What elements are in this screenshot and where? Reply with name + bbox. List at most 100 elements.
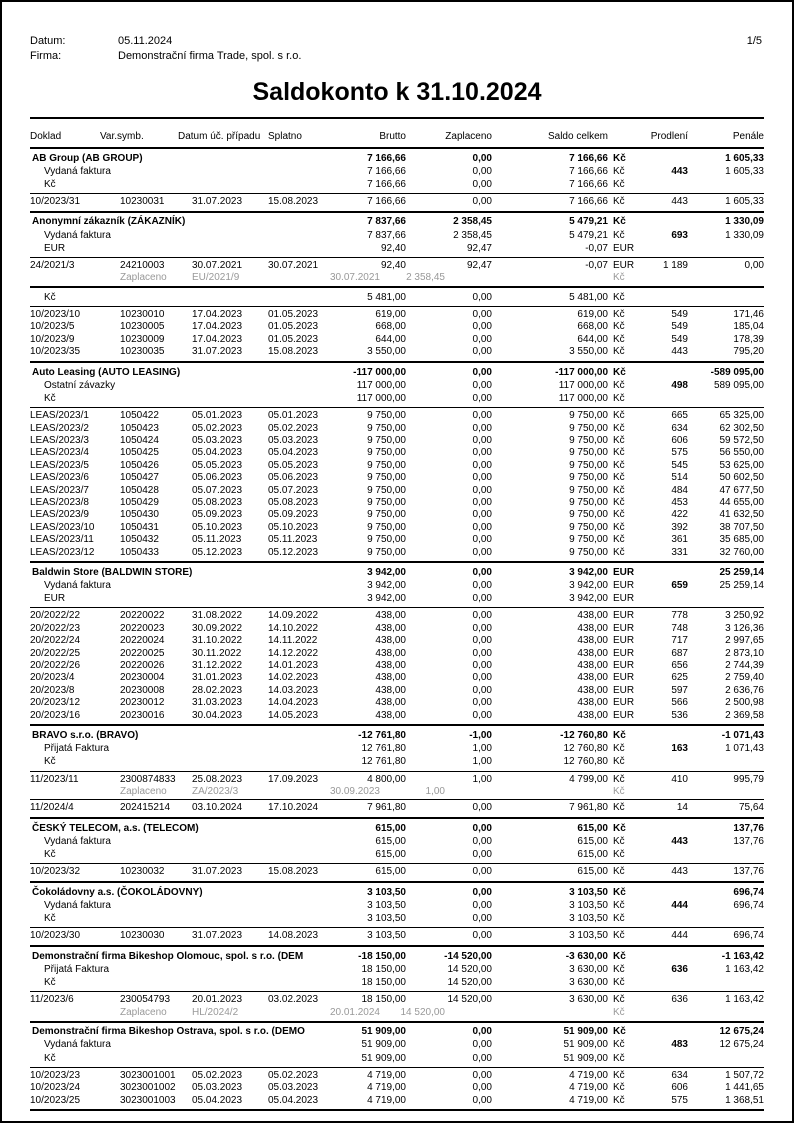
payment-date: 30.07.2021 (329, 272, 380, 284)
cell-saldo: 668,00 (577, 321, 608, 333)
cell-penale: 696,74 (733, 886, 764, 898)
cell-doklad: 11/2023/6 (30, 994, 74, 1006)
cell-doklad: LEAS/2023/6 (30, 472, 89, 484)
row-label: Ostatní závazky (44, 379, 116, 391)
cell-splatno: 15.08.2023 (268, 196, 319, 208)
cell-prodleni: 606 (671, 435, 688, 446)
cell-varsymb: 10230009 (120, 333, 165, 345)
section-divider (30, 561, 764, 564)
group-summary-row: AB Group (AB GROUP) 7 166,66 0,00 7 166,66 K… (30, 152, 764, 165)
cell-prodleni (642, 950, 688, 963)
cell-penale: -1 163,42 (721, 950, 764, 962)
cell-zaplaceno: 0,00 (472, 321, 492, 333)
cell-datum: 31.07.2023 (192, 930, 243, 942)
cell-zaplaceno: 0,00 (472, 635, 492, 647)
cell-prodleni (642, 242, 688, 255)
currency-summary-row: EUR 92,40 92,47 -0,07 EUR (30, 242, 764, 255)
cell-currency: EUR (613, 684, 635, 696)
cell-splatno: 01.05.2023 (268, 333, 319, 345)
document-row: LEAS/2023/2 1050423 05.02.2023 05.02.2023 9 … (30, 423, 764, 435)
cell-zaplaceno: 2 358,45 (453, 216, 492, 228)
cell-penale (688, 1052, 764, 1065)
cell-penale: 2 744,39 (725, 660, 764, 672)
payment-row: Zaplaceno HL/2024/2 20.01.2024 14 520,00 Kč (30, 1007, 764, 1019)
cell-zaplaceno: 0,00 (472, 410, 492, 422)
cell-brutto: 7 961,80 (367, 802, 406, 814)
cell-saldo: 4 719,00 (569, 1069, 608, 1081)
cell-doklad: 20/2022/25 (30, 647, 81, 659)
partner-section: Demonstrační firma Bikeshop Ostrava, spo… (30, 1025, 764, 1107)
cell-prodleni: 545 (671, 459, 688, 471)
cell-penale: 50 602,50 (719, 472, 765, 484)
cell-brutto: 9 750,00 (367, 447, 406, 459)
cell-prodleni: 636 (671, 963, 688, 975)
document-row: 24/2021/3 24210003 30.07.2021 30.07.2021 92,… (30, 260, 764, 272)
cell-splatno: 05.04.2023 (268, 1094, 319, 1106)
cell-doklad: 10/2023/9 (30, 333, 75, 345)
cell-doklad: 20/2023/8 (30, 684, 75, 696)
cell-varsymb: 1050428 (120, 484, 159, 496)
document-row: 11/2023/11 2300874833 25.08.2023 17.09.2023… (30, 774, 764, 786)
cell-currency: EUR (613, 610, 635, 622)
cell-varsymb: 3023001003 (120, 1094, 176, 1106)
cell-varsymb: 24210003 (120, 260, 165, 272)
document-row: 20/2023/16 20230016 30.04.2023 14.05.2023 43… (30, 710, 764, 722)
cell-prodleni: 453 (671, 496, 688, 508)
cell-varsymb: 1050422 (120, 410, 159, 422)
cell-zaplaceno: 0,00 (472, 196, 492, 208)
cell-brutto: 3 942,00 (367, 580, 406, 592)
document-row: 20/2022/24 20220024 31.10.2022 14.11.2022 43… (30, 635, 764, 647)
cell-currency: Kč (613, 321, 625, 333)
partner-name: Baldwin Store (BALDWIN STORE) (32, 566, 193, 578)
document-row: 20/2022/23 20220023 30.09.2022 14.10.2022 43… (30, 623, 764, 635)
cell-brutto: 438,00 (375, 697, 406, 709)
cell-zaplaceno: 1,00 (472, 756, 492, 768)
cell-doklad: LEAS/2023/10 (30, 521, 95, 533)
cell-splatno: 03.02.2023 (268, 994, 319, 1006)
cell-zaplaceno: 0,00 (472, 913, 492, 925)
cell-saldo: 12 760,80 (563, 756, 609, 768)
row-label: Kč (44, 291, 56, 303)
row-label: Kč (44, 977, 56, 989)
cell-saldo: 438,00 (577, 672, 608, 684)
cell-brutto: 9 750,00 (367, 435, 406, 446)
cell-saldo: 3 103,50 (569, 913, 608, 925)
group-summary-row: Auto Leasing (AUTO LEASING) -117 000,00 0,… (30, 366, 764, 379)
cell-prodleni: 634 (671, 422, 688, 434)
cell-varsymb: 202415214 (120, 802, 171, 814)
document-row: LEAS/2023/6 1050427 05.06.2023 05.06.2023 9 … (30, 472, 764, 484)
cell-penale: 12 675,24 (719, 1039, 765, 1051)
cell-currency: Kč (613, 196, 625, 208)
partner-section: ČESKÝ TELECOM, a.s. (TELECOM) 615,00 0,00 6… (30, 822, 764, 879)
cell-zaplaceno: 0,00 (472, 849, 492, 861)
cell-brutto: 3 550,00 (367, 346, 406, 358)
cell-zaplaceno: 0,00 (472, 1094, 492, 1106)
section-divider (30, 817, 764, 820)
cell-brutto: 9 750,00 (367, 410, 406, 422)
cell-varsymb: 20220023 (120, 622, 165, 634)
cell-doklad: LEAS/2023/9 (30, 509, 89, 521)
cell-saldo: 3 103,50 (569, 899, 608, 911)
cell-saldo: 7 166,66 (569, 165, 608, 177)
row-label: Přijatá Faktura (44, 963, 110, 975)
column-header-splatno: Splatno (268, 130, 302, 142)
cell-saldo: 4 799,00 (569, 773, 608, 785)
cell-splatno: 14.08.2023 (268, 930, 319, 942)
document-row: 10/2023/32 10230032 31.07.2023 15.08.2023 61… (30, 866, 764, 878)
cell-varsymb: 20220022 (120, 610, 165, 622)
cell-saldo: 3 550,00 (569, 346, 608, 358)
cell-datum: 05.02.2023 (192, 422, 243, 434)
cell-datum: 05.04.2023 (192, 447, 243, 459)
cell-saldo: 615,00 (577, 836, 608, 848)
currency-summary-row: Kč 51 909,00 0,00 51 909,00 Kč (30, 1052, 764, 1065)
cell-prodleni: 331 (671, 546, 688, 558)
cell-saldo: 5 481,00 (569, 291, 608, 303)
cell-saldo: 3 942,00 (569, 566, 608, 578)
cell-penale: 59 572,50 (719, 435, 765, 446)
cell-brutto: -18 150,00 (358, 950, 406, 962)
cell-brutto: 9 750,00 (367, 496, 406, 508)
cell-penale: 3 126,36 (725, 622, 764, 634)
group-summary-row: Anonymní zákazník (ZÁKAZNÍK) 7 837,66 2 35… (30, 215, 764, 228)
cell-brutto: 9 750,00 (367, 534, 406, 546)
cell-prodleni: 1 189 (662, 260, 688, 272)
